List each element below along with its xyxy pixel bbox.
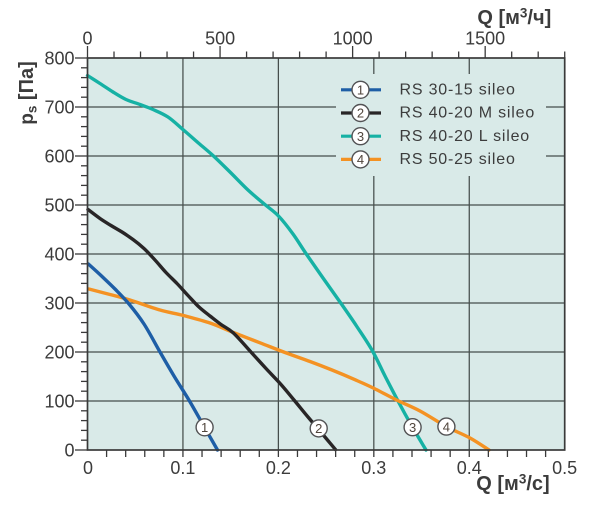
svg-text:500: 500 bbox=[44, 195, 74, 215]
svg-text:200: 200 bbox=[44, 342, 74, 362]
svg-text:600: 600 bbox=[44, 146, 74, 166]
svg-text:3: 3 bbox=[357, 129, 364, 144]
svg-text:2: 2 bbox=[357, 106, 364, 121]
svg-text:0.1: 0.1 bbox=[170, 458, 195, 478]
svg-text:Q [м3/ч]: Q [м3/ч] bbox=[477, 6, 551, 30]
svg-text:0.2: 0.2 bbox=[266, 458, 291, 478]
svg-text:RS 30-15 sileo: RS 30-15 sileo bbox=[400, 82, 516, 99]
svg-text:0: 0 bbox=[82, 29, 92, 49]
svg-text:700: 700 bbox=[44, 97, 74, 117]
svg-text:Q [м3/с]: Q [м3/с] bbox=[476, 472, 549, 496]
svg-text:4: 4 bbox=[443, 419, 450, 434]
svg-text:100: 100 bbox=[44, 391, 74, 411]
svg-text:0.3: 0.3 bbox=[361, 458, 386, 478]
svg-text:RS 40-20 M sileo: RS 40-20 M sileo bbox=[400, 105, 536, 122]
svg-text:RS 50-25 sileo: RS 50-25 sileo bbox=[400, 151, 516, 168]
svg-text:1000: 1000 bbox=[333, 29, 373, 49]
svg-text:1500: 1500 bbox=[465, 29, 505, 49]
svg-text:RS 40-20 L sileo: RS 40-20 L sileo bbox=[400, 128, 531, 145]
svg-text:0.4: 0.4 bbox=[457, 458, 482, 478]
svg-text:300: 300 bbox=[44, 293, 74, 313]
svg-text:2: 2 bbox=[315, 421, 322, 436]
svg-text:400: 400 bbox=[44, 244, 74, 264]
svg-text:0: 0 bbox=[64, 440, 74, 460]
svg-text:4: 4 bbox=[357, 152, 364, 167]
svg-text:0: 0 bbox=[83, 458, 93, 478]
svg-text:1: 1 bbox=[201, 420, 208, 435]
svg-text:800: 800 bbox=[44, 48, 74, 68]
svg-text:3: 3 bbox=[409, 420, 416, 435]
svg-text:500: 500 bbox=[205, 29, 235, 49]
svg-text:1: 1 bbox=[357, 83, 364, 98]
svg-text:ps [Па]: ps [Па] bbox=[16, 61, 40, 125]
svg-text:0.5: 0.5 bbox=[552, 458, 577, 478]
